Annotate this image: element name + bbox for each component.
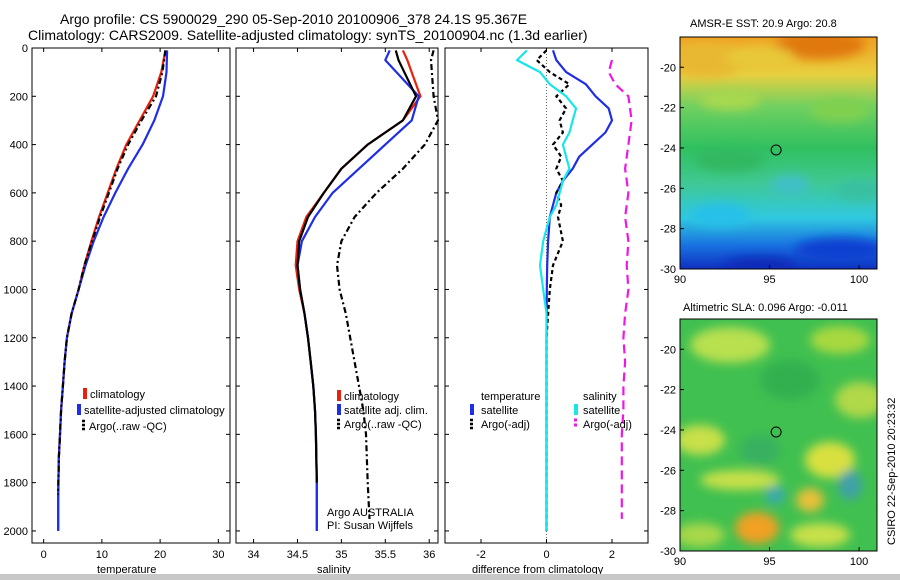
temperature-ticks: 0 10 20 30	[41, 48, 225, 561]
map-x-tick-label: 100	[850, 556, 868, 568]
temperature-lines	[58, 50, 167, 531]
map-y-tick-label: -28	[660, 506, 676, 518]
legend-swatch-sal-satellite	[574, 404, 578, 415]
depth-ticks: 0 200 400 600 800 1000 1200 1400 1600 1800 2000	[4, 43, 230, 538]
x-tick-label: 2	[609, 549, 615, 561]
temperature-panel: 0 200 400 600 800 1000 1200 1400 1600 1800 2000 0 1…	[4, 43, 230, 576]
sla-map-panel: Altimetric SLA: 0.096 Argo: -0.011	[660, 302, 885, 568]
figure-title-line2: Climatology: CARS2009. Satellite-adjuste…	[28, 27, 588, 43]
legend-swatch-argo	[82, 421, 85, 429]
argo-program-label: Argo AUSTRALIA	[327, 507, 414, 519]
x-tick-label: 34	[247, 549, 259, 561]
map-y-tick-label: -24	[660, 143, 676, 155]
salinity-lines	[296, 50, 438, 531]
y-tick-label: 600	[10, 188, 28, 200]
argo-pi-label: PI: Susan Wijffels	[327, 520, 413, 532]
sst-map-panel: AMSR-E SST: 20.9 Argo: 20.8 90 95 100 -20 -2…	[660, 18, 885, 286]
difference-lines	[517, 50, 632, 531]
y-tick-label: 2000	[4, 526, 28, 538]
legend-swatch-argo	[337, 420, 340, 428]
legend-label-climatology: climatology	[344, 391, 400, 403]
x-tick-label: 34.5	[287, 549, 308, 561]
temperature-axes-frame	[32, 48, 230, 543]
legend-label-sal-satellite: satellite	[583, 405, 620, 417]
series-line-satellite-adjusted-climatology	[58, 50, 167, 531]
legend-label-argo: Argo(..raw -QC)	[89, 421, 167, 433]
legend-swatch-satellite-adj	[337, 404, 341, 415]
map-y-tick-label: -20	[660, 344, 676, 356]
sst-map-title: AMSR-E SST: 20.9 Argo: 20.8	[690, 18, 837, 30]
series-line-argo-adj	[609, 60, 632, 519]
difference-panel: -2 0 2 difference from climatology tempera…	[445, 48, 648, 576]
legend-header-temperature: temperature	[481, 391, 540, 403]
map-y-tick-label: -30	[660, 546, 676, 558]
temperature-legend: climatology satellite-adjusted climatolo…	[77, 388, 225, 433]
map-y-tick-label: -20	[660, 62, 676, 74]
legend-label-satellite-adjusted: satellite-adjusted climatology	[84, 405, 225, 417]
y-tick-label: 0	[22, 43, 28, 55]
legend-label-sal-argo: Argo(-adj)	[583, 419, 632, 431]
sst-heatmap	[665, 31, 885, 273]
map-y-tick-label: -26	[660, 183, 676, 195]
series-line-argo-raw-qc-raw	[337, 50, 438, 519]
map-y-tick-label: -24	[660, 425, 676, 437]
legend-swatch-climatology	[337, 390, 341, 401]
legend-swatch-sal-argo	[574, 420, 577, 425]
y-tick-label: 400	[10, 140, 28, 152]
y-tick-label: 200	[10, 91, 28, 103]
sla-map-title: Altimetric SLA: 0.096 Argo: -0.011	[683, 302, 848, 314]
x-tick-label: -2	[476, 549, 486, 561]
legend-label-temp-satellite: satellite	[481, 405, 518, 417]
map-y-tick-label: -26	[660, 465, 676, 477]
map-x-tick-label: 95	[763, 274, 775, 286]
y-tick-label: 1000	[4, 284, 28, 296]
salinity-panel: 34 34.5 35 35.5 36 salinity climatology sate…	[236, 48, 438, 576]
x-tick-label: 36	[423, 549, 435, 561]
legend-label-argo: Argo(..raw -QC)	[344, 419, 422, 431]
x-tick-label: 30	[212, 549, 224, 561]
series-line-argo-adj	[537, 50, 570, 531]
y-tick-label: 1600	[4, 429, 28, 441]
map-y-tick-label: -22	[660, 385, 676, 397]
series-line-climatology	[58, 50, 165, 531]
y-tick-label: 1200	[4, 333, 28, 345]
window-bottom-edge	[0, 574, 900, 580]
figure: Argo profile: CS 5900029_290 05-Sep-2010…	[0, 0, 900, 580]
x-tick-label: 10	[96, 549, 108, 561]
legend-swatch-temp-argo	[470, 420, 473, 428]
map-y-tick-label: -22	[660, 103, 676, 115]
legend-swatch-satellite-adjusted	[77, 404, 81, 415]
y-tick-label: 1400	[4, 381, 28, 393]
legend-swatch-temp-satellite	[470, 404, 474, 415]
legend-label-temp-argo: Argo(-adj)	[481, 419, 530, 431]
salinity-legend: climatology satellite adj. clim. Argo(..…	[337, 390, 428, 431]
salinity-axes-frame	[236, 48, 438, 543]
map-y-tick-label: -28	[660, 224, 676, 236]
legend-header-salinity: salinity	[583, 391, 617, 403]
csiro-timestamp: CSIRO 22-Sep-2010 20:23:32	[886, 398, 898, 545]
difference-legend: temperature salinity satellite Argo(-adj…	[470, 391, 632, 431]
x-tick-label: 35	[335, 549, 347, 561]
legend-swatch-climatology	[83, 388, 87, 399]
map-y-tick-label: -30	[660, 264, 676, 276]
x-tick-label: 35.5	[375, 549, 396, 561]
x-tick-label: 0	[41, 549, 47, 561]
legend-label-satellite-adj: satellite adj. clim.	[344, 405, 428, 417]
map-x-tick-label: 100	[850, 274, 868, 286]
legend-label-climatology: climatology	[90, 389, 146, 401]
y-tick-label: 800	[10, 236, 28, 248]
y-tick-label: 1800	[4, 478, 28, 490]
map-x-tick-label: 95	[763, 556, 775, 568]
series-line-argo-raw-qc	[298, 50, 417, 482]
x-tick-label: 0	[543, 549, 549, 561]
figure-title-line1: Argo profile: CS 5900029_290 05-Sep-2010…	[60, 11, 527, 27]
x-tick-label: 20	[154, 549, 166, 561]
series-line-satellite	[547, 50, 613, 531]
